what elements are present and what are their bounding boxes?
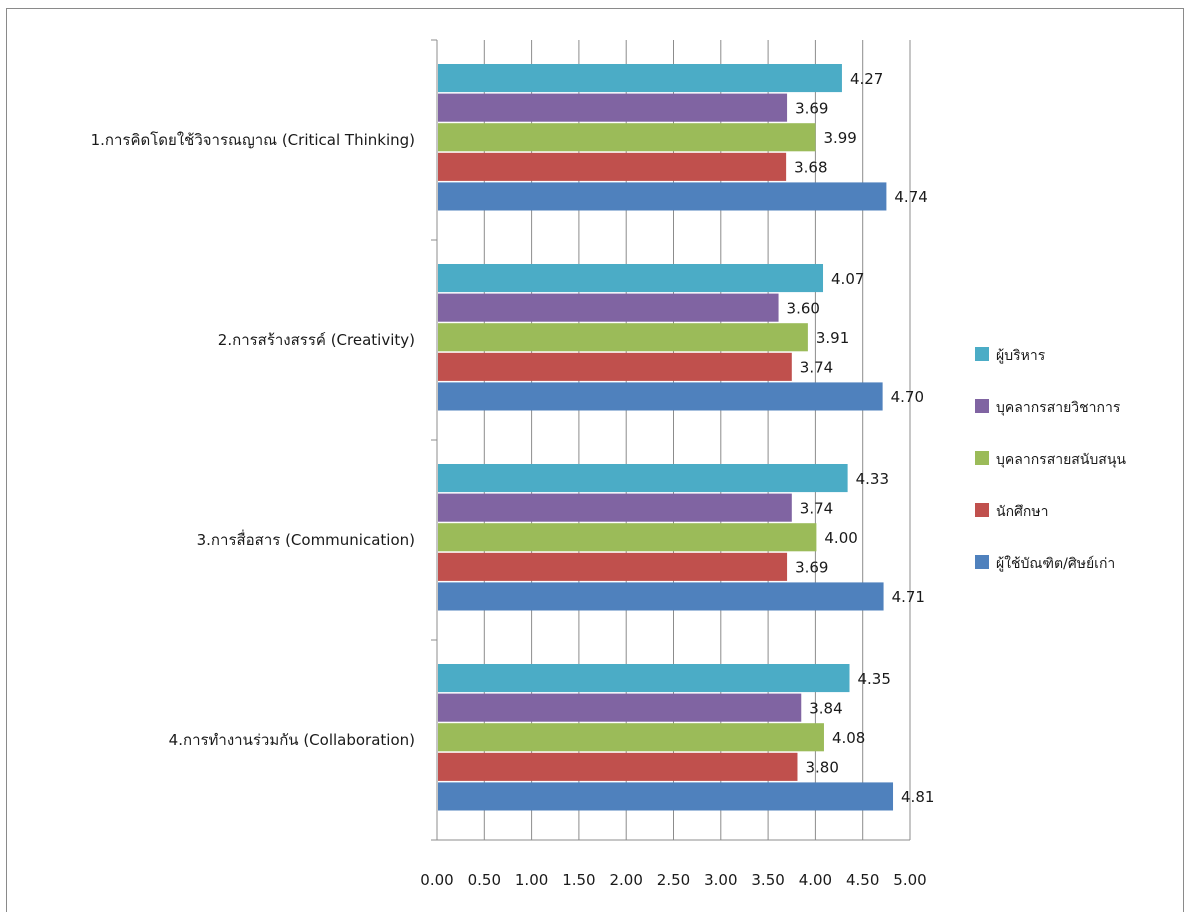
data-label: 3.74 xyxy=(800,499,833,517)
legend-label: นักศึกษา xyxy=(996,504,1049,520)
data-label: 4.74 xyxy=(894,188,927,206)
bar xyxy=(438,182,887,211)
x-tick-label: 3.00 xyxy=(704,871,737,889)
legend-label: ผู้บริหาร xyxy=(996,348,1046,364)
x-tick-label: 2.50 xyxy=(657,871,690,889)
bar xyxy=(438,352,792,381)
x-tick-label: 1.00 xyxy=(515,871,548,889)
bar xyxy=(438,693,802,722)
legend-swatch xyxy=(975,555,989,569)
x-tick-label: 5.00 xyxy=(893,871,926,889)
bar xyxy=(438,523,817,552)
bar xyxy=(438,782,894,811)
category-label: 1.การคิดโดยใช้วิจารณญาณ (Critical Thinki… xyxy=(91,131,415,149)
legend-label: บุคลากรสายสนับสนุน xyxy=(996,452,1126,468)
data-label: 4.81 xyxy=(901,788,934,806)
bar xyxy=(438,293,779,322)
data-label: 3.99 xyxy=(823,129,856,147)
legend-swatch xyxy=(975,347,989,361)
data-label: 4.27 xyxy=(850,70,883,88)
data-label: 3.84 xyxy=(809,699,842,717)
data-label: 4.08 xyxy=(832,729,865,747)
bar xyxy=(438,752,798,781)
legend-label: ผู้ใช้บัณฑิต/ศิษย์เก่า xyxy=(996,555,1115,572)
data-label: 3.68 xyxy=(794,159,827,177)
bar xyxy=(438,723,824,752)
x-tick-label: 3.50 xyxy=(751,871,784,889)
bar xyxy=(438,323,808,352)
data-label: 3.60 xyxy=(787,299,820,317)
data-label: 3.69 xyxy=(795,559,828,577)
data-label: 4.35 xyxy=(858,670,891,688)
data-label: 4.70 xyxy=(891,388,924,406)
chart-border xyxy=(6,8,1184,912)
data-label: 4.07 xyxy=(831,270,864,288)
bar xyxy=(438,664,850,693)
x-tick-label: 0.00 xyxy=(420,871,453,889)
data-label: 3.80 xyxy=(805,759,838,777)
bar xyxy=(438,123,816,152)
bar xyxy=(438,382,883,411)
x-tick-label: 4.50 xyxy=(846,871,879,889)
x-tick-label: 4.00 xyxy=(799,871,832,889)
data-label: 4.33 xyxy=(856,470,889,488)
bar xyxy=(438,493,792,522)
bar xyxy=(438,64,842,93)
x-tick-label: 1.50 xyxy=(562,871,595,889)
data-label: 4.00 xyxy=(824,529,857,547)
bar xyxy=(438,552,788,581)
bar xyxy=(438,582,884,611)
data-label: 3.69 xyxy=(795,99,828,117)
x-tick-label: 0.50 xyxy=(468,871,501,889)
bar xyxy=(438,93,788,122)
bar xyxy=(438,464,848,493)
category-label: 4.การทำงานร่วมกัน (Collaboration) xyxy=(169,731,415,749)
category-label: 3.การสื่อสาร (Communication) xyxy=(197,529,415,549)
data-label: 3.74 xyxy=(800,359,833,377)
data-label: 3.91 xyxy=(816,329,849,347)
category-label: 2.การสร้างสรรค์ (Creativity) xyxy=(218,331,415,349)
x-tick-label: 2.00 xyxy=(609,871,642,889)
bar xyxy=(438,152,787,181)
legend-swatch xyxy=(975,503,989,517)
legend-swatch xyxy=(975,451,989,465)
bar xyxy=(438,264,824,293)
legend-swatch xyxy=(975,399,989,413)
data-label: 4.71 xyxy=(892,588,925,606)
legend-label: บุคลากรสายวิชาการ xyxy=(996,400,1121,416)
